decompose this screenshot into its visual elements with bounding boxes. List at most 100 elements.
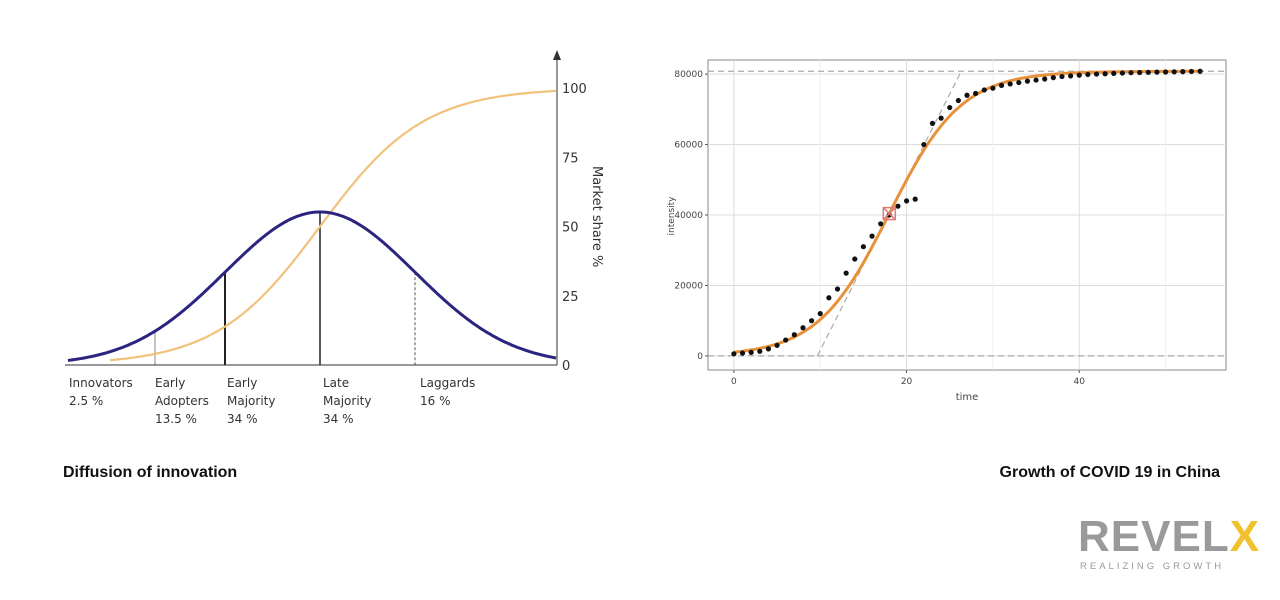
y-tick-label: 0	[562, 359, 570, 374]
logo-main-text: REVEL	[1078, 512, 1230, 561]
segment-label: 34 %	[227, 412, 258, 426]
tangent-line	[816, 71, 962, 357]
segment-label: Early	[227, 376, 257, 390]
data-point	[929, 120, 936, 127]
data-point	[990, 85, 996, 91]
data-point	[731, 351, 737, 357]
logo-x-icon: X	[1229, 512, 1261, 561]
y-axis-arrow-icon	[553, 50, 561, 60]
left-chart-caption: Diffusion of innovation	[63, 464, 238, 481]
y-tick-label: 25	[562, 290, 579, 305]
y-tick-label: 40000	[674, 211, 703, 221]
data-point	[791, 332, 797, 338]
inflection-box-icon	[882, 206, 897, 221]
inflection-cross-icon	[882, 207, 896, 221]
x-axis-label: time	[956, 392, 979, 403]
data-point	[1154, 69, 1160, 75]
segment-label: Early	[155, 376, 185, 390]
data-point	[826, 295, 832, 301]
data-point	[1162, 69, 1169, 75]
data-point	[938, 115, 944, 121]
logo-tagline: REALIZING GROWTH	[1080, 561, 1225, 572]
data-point	[955, 97, 961, 104]
y-axis-label: intensity	[667, 196, 677, 236]
data-point	[1102, 71, 1108, 77]
segment-label: Laggards	[420, 376, 475, 390]
x-tick-label: 0	[731, 377, 737, 387]
segment-divider-group	[154, 212, 416, 365]
data-point	[1188, 68, 1195, 75]
data-point	[878, 221, 884, 227]
data-point	[1197, 68, 1203, 74]
data-point	[1171, 69, 1177, 75]
data-point	[1128, 70, 1134, 76]
data-point	[921, 141, 927, 148]
data-point	[817, 311, 823, 317]
data-point	[912, 196, 918, 202]
data-point	[1111, 70, 1117, 76]
data-point	[1016, 79, 1022, 86]
y-tick-label: 60000	[674, 141, 703, 151]
x-tick-label: 20	[901, 377, 913, 387]
x-tick-label: 40	[1074, 377, 1086, 387]
data-point	[739, 350, 746, 356]
data-point	[860, 244, 866, 250]
segment-label: Innovators	[69, 376, 133, 390]
y-tick-label: 50	[562, 221, 579, 236]
data-point	[1180, 69, 1186, 75]
data-point	[998, 82, 1005, 88]
adoption-bell-curve	[67, 210, 557, 362]
segment-label: Majority	[227, 394, 275, 408]
data-point	[1050, 75, 1056, 81]
covid-chart: 0 20000 40000 60000 80000 0 20 40 time intensit…	[667, 59, 1227, 403]
segment-label: 13.5 %	[155, 412, 197, 426]
diffusion-chart: 0 25 50 75 100 Market share % Innovators 2.5 …	[65, 50, 604, 426]
data-point	[1093, 71, 1100, 77]
segment-label: 34 %	[323, 412, 354, 426]
data-point	[1145, 69, 1151, 75]
inflection-marker	[882, 206, 897, 221]
segment-label: 16 %	[420, 394, 451, 408]
data-point	[869, 233, 875, 239]
data-point	[1033, 77, 1039, 83]
y-tick-label: 100	[562, 82, 587, 97]
data-point	[783, 337, 789, 343]
y-tick-label: 20000	[674, 281, 703, 291]
segment-label-group: Innovators 2.5 % Early Adopters 13.5 % Early M…	[69, 376, 475, 426]
data-point	[1068, 73, 1074, 79]
segment-label: 2.5 %	[69, 394, 103, 408]
data-point	[748, 349, 754, 355]
data-point	[834, 286, 841, 292]
data-point	[765, 346, 772, 352]
data-point	[981, 87, 987, 93]
market-share-s-curve	[109, 89, 557, 362]
data-point	[757, 348, 763, 354]
revelx-logo: REVELX REALIZING GROWTH	[1078, 512, 1261, 575]
data-point	[964, 92, 970, 98]
data-point	[800, 325, 806, 331]
segment-label: Adopters	[155, 394, 209, 408]
data-point	[1024, 78, 1031, 84]
right-chart-caption: Growth of COVID 19 in China	[999, 464, 1220, 481]
segment-label: Late	[323, 376, 349, 390]
data-point	[947, 104, 953, 111]
data-point	[1085, 71, 1091, 78]
data-point	[1059, 73, 1065, 80]
segment-label: Majority	[323, 394, 371, 408]
data-point	[1007, 81, 1013, 87]
data-point	[1042, 76, 1048, 82]
data-point	[973, 90, 979, 97]
data-point-group	[731, 68, 1203, 357]
data-point	[774, 342, 780, 348]
data-point	[852, 256, 858, 262]
data-point	[886, 212, 892, 218]
data-point	[1137, 69, 1143, 76]
y-tick-label: 75	[562, 151, 579, 166]
data-point	[1076, 72, 1082, 78]
y-tick-label: 80000	[674, 70, 703, 80]
data-point	[1119, 70, 1125, 76]
logo-wordmark: REVELX	[1078, 512, 1261, 561]
y-tick-group: 0 25 50 75 100	[562, 82, 587, 374]
y-axis-label: Market share %	[589, 166, 604, 267]
data-point	[843, 270, 849, 276]
